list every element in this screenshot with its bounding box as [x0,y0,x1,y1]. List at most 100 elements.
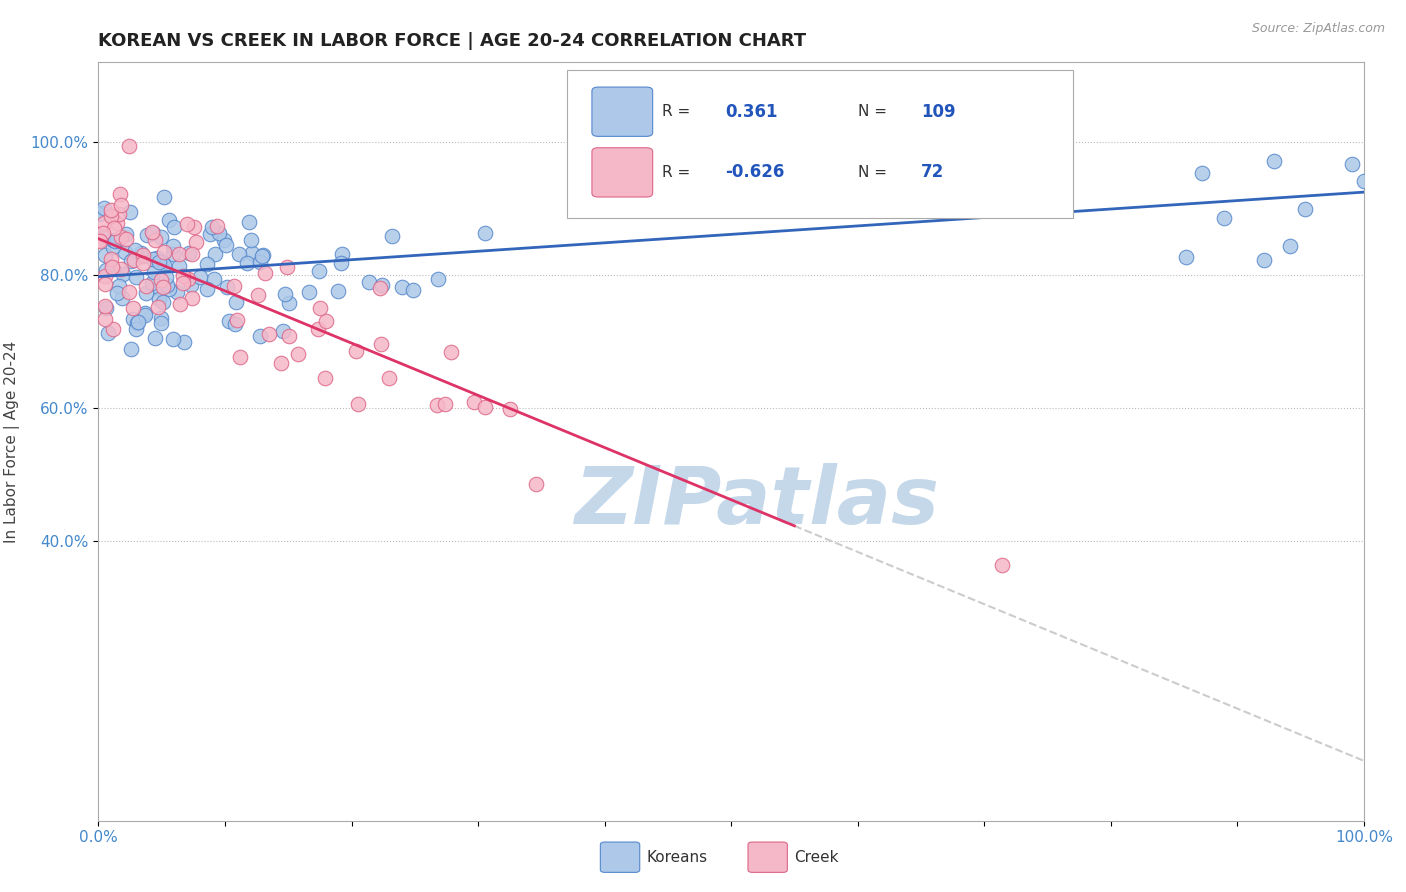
Point [120,204,142,219]
Point [308,264,330,278]
Point [93,201,115,215]
Point [111,267,134,281]
Point [125,270,148,285]
Point [195,282,218,296]
Point [143,265,166,279]
Point [439,344,461,359]
Point [153,258,176,272]
Point [162,246,184,260]
Point [315,313,337,327]
Point [93,216,115,230]
Point [179,246,201,260]
Point [152,190,174,204]
Text: Source: ZipAtlas.com: Source: ZipAtlas.com [1251,22,1385,36]
Point [163,220,186,235]
Point [180,277,202,292]
Point [91,229,114,244]
Point [103,234,125,248]
Point [167,247,190,261]
Point [1191,166,1213,180]
Point [172,276,194,290]
Point [101,322,124,336]
Point [274,287,297,301]
Point [330,246,353,260]
Point [253,266,276,280]
Point [94,277,117,291]
Point [328,284,350,298]
Point [149,316,172,330]
Point [270,356,292,370]
Point [173,335,195,350]
Point [1253,253,1275,268]
Point [105,285,128,300]
Point [110,262,132,277]
Point [134,308,156,322]
Point [183,220,205,235]
Point [208,226,231,240]
Text: N =: N = [858,104,887,120]
Point [90,205,112,219]
Point [156,278,179,293]
Point [108,207,131,221]
Text: KOREAN VS CREEK IN LABOR FORCE | AGE 20-24 CORRELATION CHART: KOREAN VS CREEK IN LABOR FORCE | AGE 20-… [98,32,807,50]
Point [157,282,180,296]
Point [110,198,132,212]
Point [204,246,226,260]
Point [228,247,250,261]
Point [132,255,155,269]
Point [135,285,157,300]
Point [991,558,1014,572]
Point [152,295,174,310]
Point [1294,202,1316,217]
Point [278,296,301,310]
Point [426,272,449,286]
Point [110,187,132,202]
Point [162,333,184,347]
Point [277,328,299,343]
Point [235,256,257,270]
Point [370,337,392,351]
Point [1279,239,1302,253]
Point [298,285,321,299]
Point [122,252,145,267]
Point [186,235,208,249]
Point [100,202,122,217]
Point [330,256,353,270]
Point [200,227,222,241]
Point [229,351,252,365]
Text: ZIPatlas: ZIPatlas [574,463,939,541]
Point [287,347,309,361]
Point [463,394,485,409]
Point [149,273,172,287]
Point [314,371,336,385]
Point [146,300,169,314]
Point [114,227,136,241]
Point [201,220,224,235]
Point [176,218,198,232]
Point [207,219,229,234]
Point [94,248,117,262]
Point [276,260,298,275]
Text: Creek: Creek [794,850,839,864]
Point [87,207,110,221]
Point [249,254,271,268]
Point [89,234,111,248]
Point [225,312,247,326]
FancyBboxPatch shape [567,70,1073,218]
Point [153,245,176,260]
Point [152,280,174,294]
Point [89,233,111,247]
Text: -0.626: -0.626 [725,163,785,181]
Point [172,268,194,283]
Point [378,370,401,384]
Point [135,279,157,293]
Point [103,221,125,235]
Point [93,226,115,240]
Point [433,397,456,411]
Point [402,283,425,297]
Text: 0.361: 0.361 [725,103,778,120]
Point [359,275,381,289]
Point [142,252,165,266]
Point [202,272,225,286]
Point [1212,211,1234,225]
